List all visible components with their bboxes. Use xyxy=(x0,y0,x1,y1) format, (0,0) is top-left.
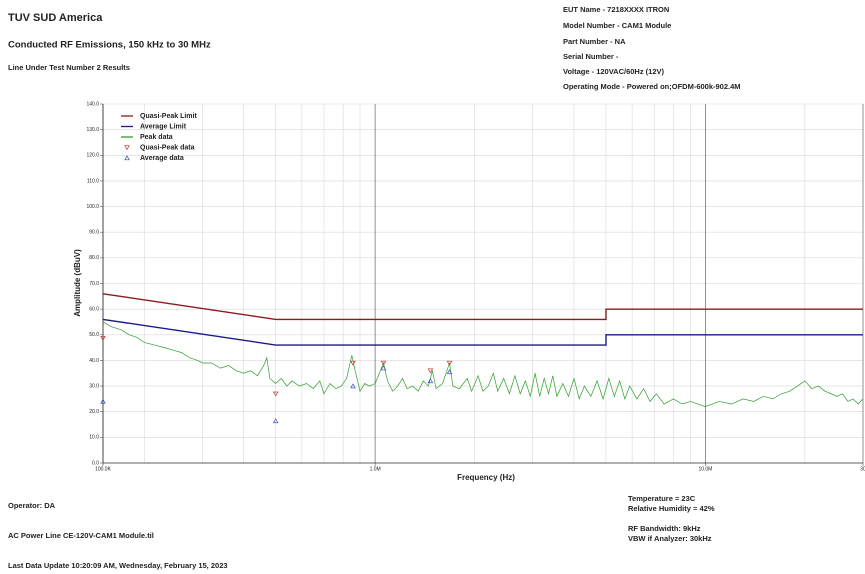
file: AC Power Line CE-120V-CAM1 Module.til xyxy=(8,531,154,540)
y-tick-label: 30.0 xyxy=(89,383,99,389)
data-point xyxy=(427,368,434,374)
x-tick-label: 100.0K xyxy=(95,466,112,472)
legend-label: Average Limit xyxy=(140,123,187,130)
data-point xyxy=(100,335,106,341)
data-point xyxy=(380,365,387,371)
y-tick-label: 50.0 xyxy=(89,332,99,338)
y-tick-label: 80.0 xyxy=(89,255,99,261)
x-tick-label: 10.0M xyxy=(698,466,712,472)
legend-label: Average data xyxy=(140,155,184,162)
legend-marker xyxy=(124,155,130,161)
y-tick-label: 60.0 xyxy=(89,306,99,312)
y-tick-label: 0.0 xyxy=(92,460,99,466)
data-point xyxy=(272,418,279,424)
data-point xyxy=(100,398,106,404)
series-line xyxy=(102,318,863,346)
company: TUV SUD America xyxy=(8,12,103,24)
data-point xyxy=(272,391,279,397)
update: Last Data Update 10:20:09 AM, Wednesday,… xyxy=(8,561,228,570)
info: Model Number - CAM1 Module xyxy=(563,21,671,30)
info: Part Number - NA xyxy=(563,37,626,46)
series-line xyxy=(102,293,863,321)
data-point xyxy=(350,360,356,366)
series-line xyxy=(102,321,864,407)
info: Voltage - 120VAC/60Hz (12V) xyxy=(563,67,665,76)
legend-label: Quasi-Peak Limit xyxy=(140,113,197,120)
info: Operating Mode - Powered on;OFDM-600k-90… xyxy=(563,82,741,91)
info: Serial Number - xyxy=(563,52,619,61)
y-tick-label: 130.0 xyxy=(86,127,99,133)
subtitle: Line Under Test Number 2 Results xyxy=(8,63,130,72)
y-tick-label: 140.0 xyxy=(86,101,99,107)
y-tick-label: 10.0 xyxy=(89,435,99,441)
x-tick-label: 30 xyxy=(860,466,865,472)
x-tick-label: 1.0M xyxy=(370,466,381,472)
y-tick-label: 100.0 xyxy=(86,204,99,210)
setting: VBW if Analyzer: 30kHz xyxy=(628,534,712,543)
info: EUT Name - 7218XXXX ITRON xyxy=(563,5,669,14)
operator: Operator: DA xyxy=(8,501,56,510)
legend-label: Quasi-Peak data xyxy=(140,144,195,151)
data-point xyxy=(350,383,356,389)
condition: Temperature = 23C xyxy=(628,494,696,503)
data-point xyxy=(446,369,453,375)
condition: Relative Humidity = 42% xyxy=(628,504,715,513)
y-tick-label: 70.0 xyxy=(89,281,99,287)
data-point xyxy=(380,360,387,366)
y-axis-label: Amplitude (dBuV) xyxy=(73,249,82,317)
x-axis-label: Frequency (Hz) xyxy=(457,473,515,482)
y-tick-label: 110.0 xyxy=(87,178,99,184)
legend-label: Peak data xyxy=(140,134,173,141)
chart-title: Conducted RF Emissions, 150 kHz to 30 MH… xyxy=(8,40,211,51)
setting: RF Bandwidth: 9kHz xyxy=(628,524,701,533)
y-tick-label: 40.0 xyxy=(89,358,99,364)
y-tick-label: 90.0 xyxy=(89,230,99,236)
data-point xyxy=(427,378,434,384)
data-point xyxy=(446,360,453,366)
y-tick-label: 120.0 xyxy=(86,153,99,159)
legend-marker xyxy=(124,145,130,151)
y-tick-label: 20.0 xyxy=(89,409,99,415)
